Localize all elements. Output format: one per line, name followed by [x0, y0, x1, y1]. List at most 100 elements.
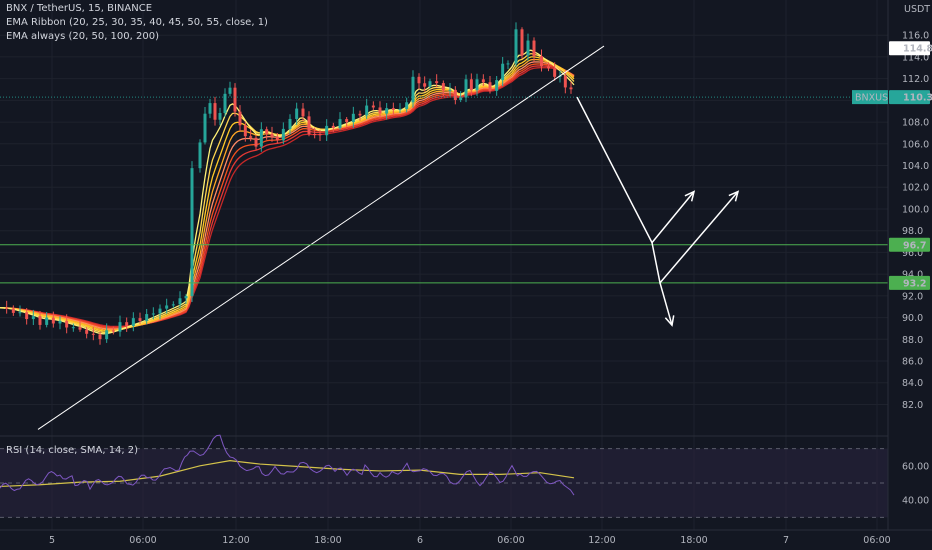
candle-body [91, 333, 95, 335]
candle-body [391, 108, 395, 110]
candle-body [238, 111, 242, 126]
candle-body [453, 89, 457, 100]
price-label-text-last: 110.3 [903, 93, 932, 104]
candle-body [411, 76, 415, 103]
candle-body [265, 129, 269, 134]
candle-body [331, 125, 335, 128]
candle-body [378, 107, 382, 114]
candle-body [145, 314, 149, 321]
candle-body [254, 137, 258, 147]
price-tick-8: 100.0 [902, 204, 929, 215]
projection-arrow-up-2[interactable] [651, 191, 739, 285]
price-tick-4: 108.0 [902, 118, 929, 129]
indicator-ema-ribbon: EMA Ribbon (20, 25, 30, 35, 40, 45, 50, … [6, 17, 268, 28]
candle-body [78, 327, 82, 330]
candle-body [563, 75, 567, 88]
projection-arrow-up-1-head [684, 190, 696, 202]
symbol-title: BNX / TetherUS, 15, BINANCE [6, 3, 153, 14]
candle-body [249, 136, 253, 138]
candle-body [223, 93, 227, 114]
candle-body [301, 108, 305, 117]
candle-body [351, 113, 355, 123]
price-label-text-support2: 93.2 [903, 278, 926, 289]
projection-arrow-down[interactable] [659, 282, 673, 326]
candle-body [5, 307, 9, 309]
price-label-text-support1: 96.7 [903, 240, 926, 251]
candle-body [118, 322, 122, 332]
price-tick-13: 90.0 [902, 313, 923, 324]
candle-body [288, 118, 292, 129]
price-label-support2 [889, 275, 930, 290]
candle-body [547, 66, 550, 69]
ema-ribbon-line-4 [0, 61, 575, 330]
price-label-high [889, 41, 930, 56]
price-tick-15: 86.0 [902, 357, 923, 368]
candle-body [18, 312, 22, 314]
projection-arrow-up-1[interactable] [576, 96, 695, 244]
candle-body [58, 320, 62, 324]
candle-body [325, 125, 329, 136]
ema-ribbon-line-5 [0, 63, 575, 329]
time-tick-2: 12:00 [222, 535, 249, 546]
candle-body [31, 316, 35, 320]
candle-body [11, 308, 15, 313]
price-tick-11: 94.0 [902, 270, 923, 281]
ema-ribbon-line-7 [0, 66, 575, 328]
candle-body [208, 103, 212, 114]
rsi-tick-1: 40.00 [902, 496, 929, 507]
rsi-legend: RSI (14, close, SMA, 14, 2) [6, 445, 139, 456]
ema-ribbon-line-6 [0, 65, 575, 328]
trend-line[interactable] [37, 45, 605, 430]
candle-body [358, 113, 362, 116]
candle-body [488, 82, 492, 91]
candle-body [428, 81, 432, 87]
ema-ribbon-line-0 [0, 49, 575, 335]
candle-body [171, 304, 175, 306]
candle-body [405, 102, 409, 110]
candle-body [131, 318, 135, 326]
candle-body [520, 29, 524, 56]
candle-body [464, 79, 468, 98]
candle-body [435, 81, 439, 84]
projection-arrow-up-2-head [728, 190, 740, 202]
candle-body [569, 87, 573, 90]
candle-body [423, 83, 427, 87]
time-tick-4: 6 [417, 535, 423, 546]
candle-body [514, 29, 518, 64]
candle-body [178, 298, 182, 305]
rsi-tick-0: 60.00 [902, 461, 929, 472]
time-tick-9: 06:00 [863, 535, 890, 546]
candle-body [125, 322, 129, 326]
projection-arrow-down-head [664, 315, 675, 327]
candle-body [233, 87, 237, 112]
candle-body [259, 129, 263, 147]
candle-body [243, 125, 247, 137]
candle-body [228, 87, 232, 94]
candle-body [71, 327, 75, 329]
candle-body [481, 79, 485, 83]
price-tick-2: 112.0 [902, 74, 929, 85]
candle-body [45, 317, 49, 325]
price-tick-10: 96.0 [902, 248, 923, 259]
candle-body [526, 40, 530, 56]
candle-body [307, 116, 311, 134]
candle-body [98, 334, 102, 340]
time-tick-8: 7 [783, 535, 789, 546]
candle-body [165, 305, 169, 309]
candle-body [138, 318, 142, 321]
candle-body [318, 134, 322, 136]
price-label-last [889, 90, 930, 105]
price-tick-12: 92.0 [902, 291, 923, 302]
candle-body [38, 316, 42, 325]
candle-body [385, 108, 389, 114]
time-tick-1: 06:00 [129, 535, 156, 546]
candle-body [540, 56, 543, 67]
candle-body [338, 119, 342, 128]
candle-body [553, 68, 557, 77]
candle-body [313, 133, 317, 135]
price-axis-panel [888, 0, 932, 530]
candle-body [469, 79, 473, 91]
ema-ribbon-line-1 [0, 52, 575, 334]
candle-body [275, 136, 279, 141]
